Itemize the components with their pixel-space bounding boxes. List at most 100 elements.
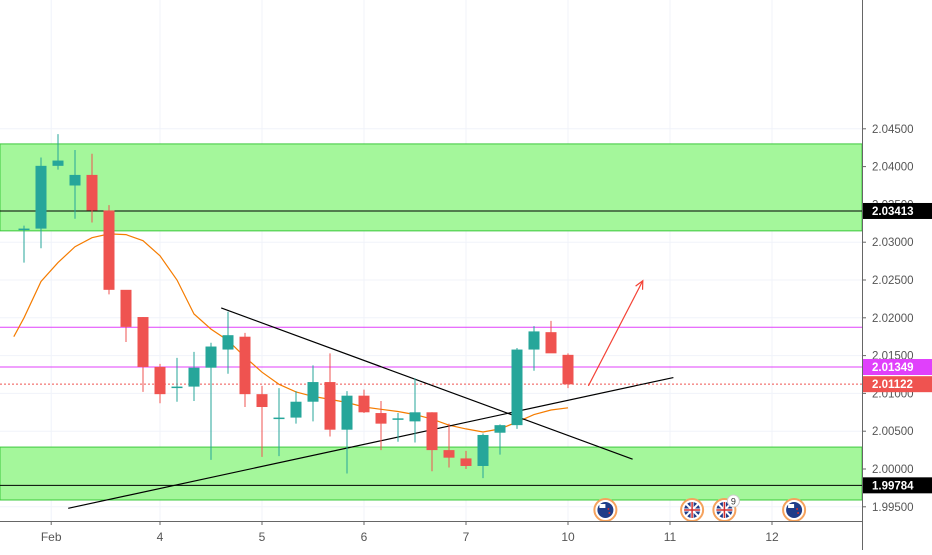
bullish-candle xyxy=(35,157,47,249)
bullish-candle xyxy=(528,326,540,371)
candle-body xyxy=(69,174,81,186)
time-axis[interactable]: Feb 4 5 6 7 10 11 12 xyxy=(41,521,779,544)
bullish-candle xyxy=(69,149,81,219)
price-axis[interactable]: 2.045002.040002.035002.030002.025002.020… xyxy=(862,124,932,514)
candle-body xyxy=(443,450,455,458)
uk-flag-icon[interactable] xyxy=(680,498,705,522)
candle-body xyxy=(511,349,523,426)
candle-body xyxy=(324,382,336,430)
level-line-2-01349-label: 2.01349 xyxy=(863,359,932,376)
level-line-2-03413-label: 2.03413 xyxy=(863,202,932,219)
candle-body xyxy=(358,395,370,413)
moving-average-line xyxy=(13,233,569,433)
nz-flag-icon[interactable] xyxy=(593,498,618,522)
bullish-candle xyxy=(494,424,506,455)
candle-body xyxy=(205,346,217,368)
time-axis-bg xyxy=(0,521,862,550)
bearish-candle xyxy=(443,423,455,468)
price-label-text: 2.01122 xyxy=(872,379,913,391)
price-tick-label: 2.04500 xyxy=(872,124,914,136)
bullish-candle xyxy=(222,311,234,374)
time-tick-label: Feb xyxy=(41,530,62,544)
descending-trendline[interactable] xyxy=(220,307,633,460)
level-line-1-99784-label: 1.99784 xyxy=(863,477,932,494)
bullish-candle xyxy=(477,433,489,479)
bullish-candle xyxy=(341,391,353,474)
candle-body xyxy=(477,434,489,466)
candle-body xyxy=(528,331,540,350)
resistance-zone xyxy=(0,143,862,232)
time-tick-label: 4 xyxy=(157,530,164,544)
candle-body xyxy=(35,165,47,229)
price-tick-label: 2.04000 xyxy=(872,162,914,174)
bearish-candle xyxy=(120,289,132,342)
candle-body xyxy=(52,160,64,166)
bearish-candle xyxy=(460,450,472,469)
bullish-candle xyxy=(52,134,64,170)
bullish-candle xyxy=(18,225,30,263)
bearish-candle xyxy=(239,332,251,408)
uk-flag-icon[interactable]: 9 xyxy=(712,494,740,522)
candle-body xyxy=(409,412,421,422)
bullish-candle xyxy=(290,391,302,424)
flag-star xyxy=(607,508,610,510)
price-tick-label: 2.00000 xyxy=(872,464,914,476)
bullish-candle xyxy=(511,348,523,429)
candle-body xyxy=(18,228,30,231)
bearish-candle xyxy=(358,389,370,414)
price-label-text: 2.01349 xyxy=(872,362,914,374)
candle-body xyxy=(494,425,506,433)
candle-body xyxy=(341,395,353,430)
projection-arrow[interactable] xyxy=(587,280,644,387)
flag-star xyxy=(797,512,800,514)
candle-body xyxy=(120,289,132,327)
plot-area[interactable] xyxy=(0,0,862,521)
last-price-line-label: 2.01122 xyxy=(863,376,932,393)
price-tick-label: 2.03000 xyxy=(872,237,914,249)
price-tick-label: 1.99500 xyxy=(872,502,914,514)
ascending-trendline[interactable] xyxy=(68,376,674,509)
time-tick-label: 12 xyxy=(765,530,779,544)
bearish-candle xyxy=(154,363,166,404)
candle-body xyxy=(460,458,472,466)
bearish-candle xyxy=(562,353,574,389)
candle-body xyxy=(171,386,183,389)
candle-body xyxy=(256,394,268,408)
bullish-candle xyxy=(171,357,183,402)
candle-body xyxy=(307,382,319,402)
candle-body xyxy=(545,332,557,354)
projection-arrow-head xyxy=(635,279,644,290)
candle-body xyxy=(392,418,404,420)
nz-flag-icon[interactable] xyxy=(782,498,807,522)
bearish-candle xyxy=(256,385,268,457)
price-tick-label: 2.02000 xyxy=(872,313,914,325)
bullish-candle xyxy=(409,378,421,443)
flag-canton xyxy=(788,504,795,508)
time-tick-label: 10 xyxy=(561,530,575,544)
bearish-candle xyxy=(545,320,557,354)
bearish-candle xyxy=(375,400,387,451)
candle-body xyxy=(239,336,251,395)
price-label-text: 1.99784 xyxy=(872,480,914,492)
flag-star xyxy=(608,512,611,514)
event-count-label: 9 xyxy=(731,497,736,507)
price-tick-label: 2.00500 xyxy=(872,426,914,438)
flag-star xyxy=(796,508,799,510)
bullish-candle xyxy=(205,342,217,460)
event-count-badge xyxy=(726,494,740,508)
price-label-bg xyxy=(863,376,932,393)
candle-body xyxy=(222,335,234,350)
price-label-bg xyxy=(863,359,932,376)
candle-body xyxy=(375,413,387,424)
bullish-candle xyxy=(188,351,200,401)
bearish-candle xyxy=(86,153,98,223)
candle-body xyxy=(86,174,98,211)
price-label-text: 2.03413 xyxy=(872,206,914,218)
candle-body xyxy=(426,412,438,451)
time-tick-label: 5 xyxy=(259,530,266,544)
candle-body xyxy=(103,210,115,290)
bearish-candle xyxy=(324,353,336,437)
price-axis-bg xyxy=(862,0,932,550)
bullish-candle xyxy=(273,388,285,457)
